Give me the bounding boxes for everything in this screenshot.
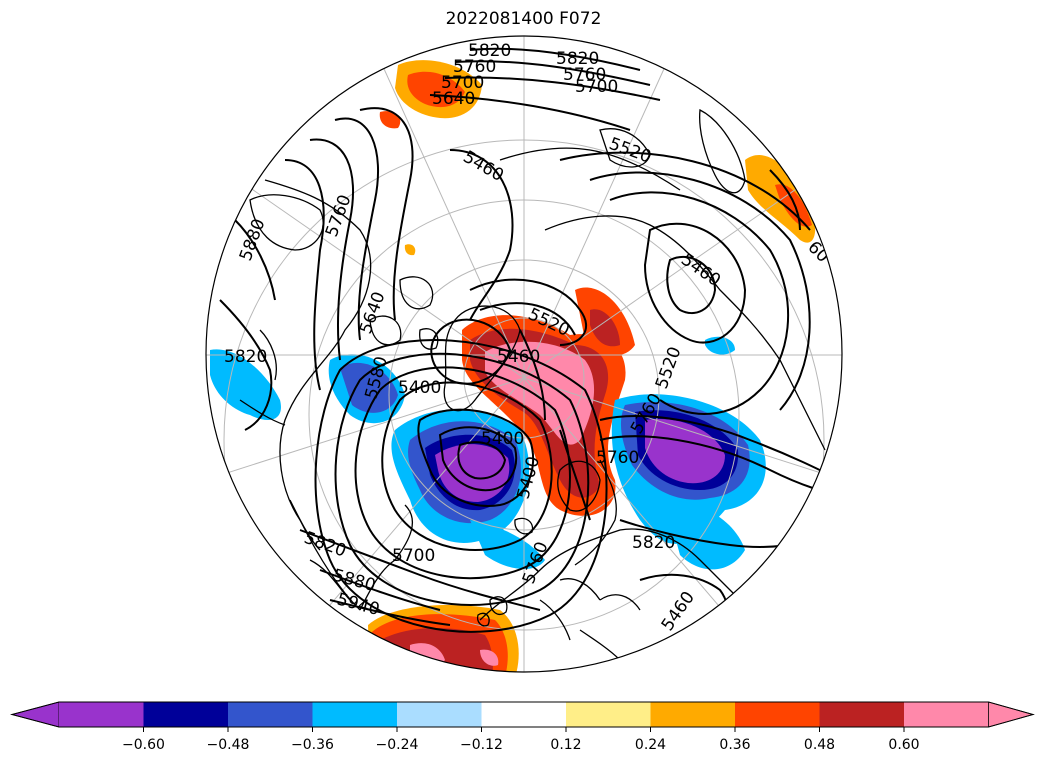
- colorbar-tick-label: 0.12: [550, 737, 581, 753]
- contour-label: 5700: [441, 73, 484, 93]
- contour-label: 5700: [575, 77, 618, 97]
- contour-label: 5460: [658, 588, 699, 635]
- colorbar-tick-label: −0.60: [122, 737, 165, 753]
- colorbar-tick-label: 0.24: [635, 737, 666, 753]
- contour-label: 5940: [335, 590, 382, 621]
- graticule: [206, 36, 842, 672]
- colorbar-segment: [566, 702, 651, 727]
- colorbar-segment: [59, 702, 144, 727]
- colorbar-segment: [312, 702, 398, 727]
- contour-label: 5640: [432, 89, 475, 109]
- colorbar-segment: [481, 702, 567, 727]
- colorbar-tick-label: 0.48: [804, 737, 835, 753]
- colorbar-tick-label: 0.60: [888, 737, 919, 753]
- contour-label: 5460: [460, 147, 507, 186]
- contour-label: 5400: [398, 378, 441, 398]
- colorbar-segment: [735, 702, 820, 727]
- contour-label: 5640: [356, 289, 390, 336]
- colorbar-tick-label: −0.12: [460, 737, 503, 753]
- colorbar-tick-label: 0.36: [719, 737, 750, 753]
- contour-label: 5760: [596, 448, 639, 468]
- contour-label: 5820: [224, 347, 267, 367]
- colorbar-segment: [397, 702, 482, 727]
- map-disc: 5820 5760 5700 5640 5820 5760 5700 5520 …: [206, 36, 842, 672]
- colorbar: −0.60 −0.48 −0.36 −0.24 −0.12 0.12 0.24 0.36 0.4…: [10, 701, 1035, 753]
- colorbar-extend-right: [988, 701, 1035, 728]
- contour-label: 5820: [632, 533, 675, 553]
- colorbar-extend-left: [10, 701, 60, 728]
- map-border: [205, 35, 843, 673]
- contour-label: 5760: [453, 57, 496, 77]
- contour-label: 5880: [236, 216, 270, 263]
- contour-label: 5880: [331, 566, 378, 597]
- contour-label: 5820: [556, 49, 599, 69]
- contour-label: 5400: [481, 429, 524, 449]
- colorbar-tick-label: −0.24: [376, 737, 419, 753]
- contour-label: 5820: [301, 528, 348, 562]
- contour-label: 5760: [563, 65, 606, 85]
- colorbar-tick-label: −0.36: [291, 737, 334, 753]
- colorbar-segment: [228, 702, 313, 727]
- contour-label: 5820: [468, 41, 511, 61]
- colorbar-outline: [10, 701, 1035, 728]
- colorbar-segment: [904, 702, 989, 727]
- colorbar-tick-label: −0.48: [207, 737, 250, 753]
- map-title: 2022081400 F072: [445, 9, 602, 29]
- colorbar-segment: [819, 702, 905, 727]
- height-contours: [219, 47, 842, 636]
- contour-label: 5460: [497, 347, 540, 367]
- contour-label: 5700: [392, 546, 435, 566]
- colorbar-segment: [650, 702, 736, 727]
- contour-label: 5520: [652, 344, 686, 391]
- colorbar-segment: [143, 702, 229, 727]
